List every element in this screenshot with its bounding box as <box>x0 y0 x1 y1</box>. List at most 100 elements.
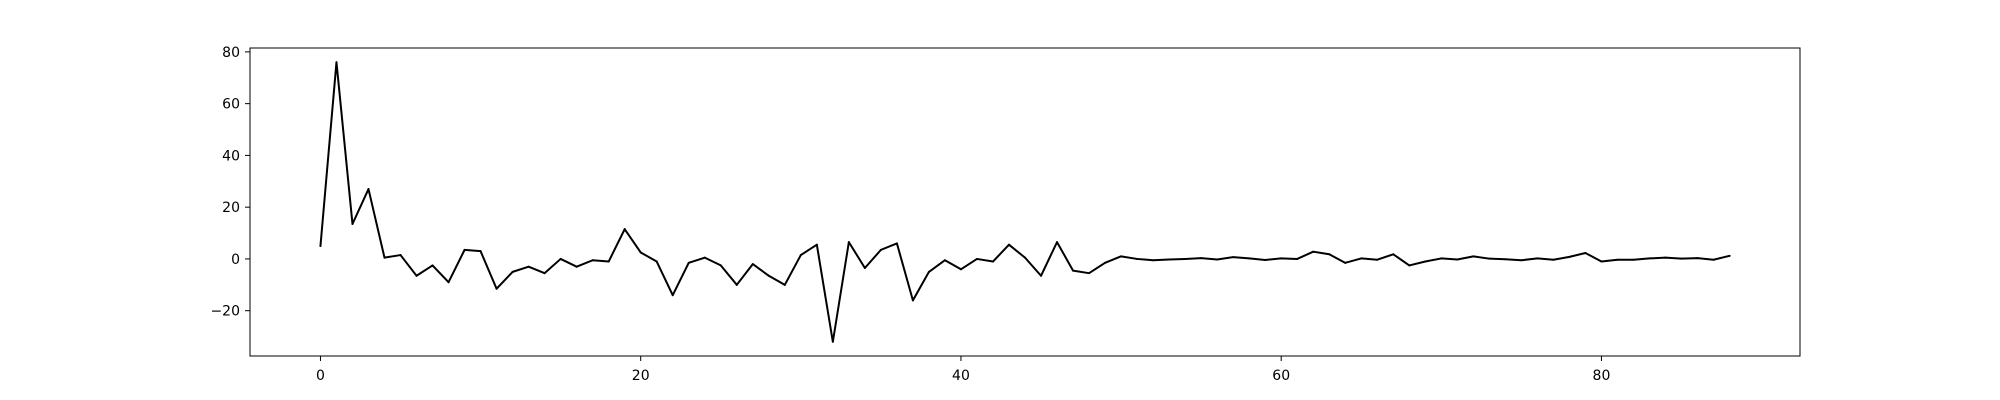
data-point <box>831 340 834 343</box>
data-point <box>847 241 850 244</box>
data-point <box>1312 250 1315 253</box>
data-point <box>1600 260 1603 263</box>
plot-area <box>250 48 1800 356</box>
data-point <box>1696 257 1699 260</box>
data-point <box>815 243 818 246</box>
data-point <box>1184 257 1187 260</box>
data-point <box>335 61 338 64</box>
data-point <box>1456 258 1459 261</box>
data-point <box>1440 257 1443 260</box>
data-point <box>1104 261 1107 264</box>
x-tick-label: 40 <box>952 368 970 384</box>
y-tick-label: 60 <box>222 97 240 113</box>
data-point <box>863 267 866 269</box>
data-point <box>1248 257 1251 260</box>
data-point <box>1376 258 1379 261</box>
data-point <box>735 283 738 286</box>
data-point <box>1344 261 1347 264</box>
x-tick-label: 20 <box>632 368 650 384</box>
data-point <box>1056 241 1059 244</box>
data-point <box>399 254 402 257</box>
data-point <box>639 251 642 254</box>
data-point <box>575 265 578 268</box>
data-point <box>383 256 386 259</box>
data-point <box>1648 257 1651 260</box>
y-tick-label: 40 <box>222 148 240 164</box>
data-point <box>1568 255 1571 258</box>
data-point <box>607 260 610 263</box>
data-point <box>975 257 978 260</box>
data-point <box>527 265 530 268</box>
data-point <box>1007 243 1010 246</box>
data-point <box>431 264 434 267</box>
data-point <box>1168 258 1171 261</box>
data-point <box>1072 269 1075 272</box>
data-point <box>687 261 690 264</box>
data-point <box>495 287 498 290</box>
data-point <box>1152 259 1155 262</box>
data-point <box>1616 258 1619 261</box>
data-point <box>1216 258 1219 261</box>
data-point <box>1488 257 1491 260</box>
data-point <box>351 223 354 225</box>
data-point <box>1024 256 1026 259</box>
data-point <box>1424 260 1427 263</box>
data-point <box>623 228 626 231</box>
data-point <box>1712 258 1715 261</box>
data-point <box>703 256 706 259</box>
data-point <box>879 248 882 251</box>
data-point <box>1136 257 1139 260</box>
data-point <box>655 260 658 263</box>
y-tick-label: −20 <box>210 304 240 320</box>
data-point <box>1504 258 1507 261</box>
data-point <box>1264 258 1267 261</box>
data-point <box>1328 253 1331 256</box>
data-point <box>447 281 450 284</box>
x-tick-label: 80 <box>1593 368 1611 384</box>
plot-frame <box>249 47 1801 357</box>
data-point <box>1280 257 1283 260</box>
data-point <box>479 250 482 253</box>
data-point <box>751 263 754 266</box>
data-point <box>767 274 770 277</box>
data-point <box>911 299 914 302</box>
data-point <box>1200 257 1203 260</box>
ticks-layer: 0 20 40 60 80 −20 0 20 40 60 80 <box>210 45 1610 384</box>
data-point <box>1360 257 1363 260</box>
data-point <box>319 245 322 247</box>
data-point <box>943 259 946 262</box>
data-point <box>543 272 546 275</box>
data-point <box>1632 258 1635 261</box>
data-point <box>1584 251 1587 254</box>
data-point <box>799 254 802 257</box>
data-point <box>1728 254 1731 257</box>
data-point <box>1520 259 1523 262</box>
data-point <box>1296 257 1299 260</box>
data-point <box>1120 255 1123 258</box>
data-point <box>1552 258 1555 261</box>
data-point <box>783 283 786 286</box>
y-tick-label: 0 <box>231 252 240 268</box>
data-point <box>415 274 418 277</box>
data-point <box>1472 255 1475 258</box>
data-point <box>895 242 898 245</box>
y-tick-label: 20 <box>222 200 240 216</box>
data-point <box>591 259 594 262</box>
data-point <box>1408 264 1411 267</box>
data-point <box>1680 257 1683 260</box>
data-point <box>559 257 562 260</box>
x-tick-label: 0 <box>316 368 325 384</box>
data-point <box>1040 274 1043 277</box>
y-tick-label: 80 <box>222 45 240 61</box>
data-point <box>991 260 994 263</box>
data-point <box>1664 256 1667 259</box>
series-layer <box>319 61 1731 343</box>
data-point <box>1392 253 1395 256</box>
data-point <box>367 188 370 191</box>
data-point <box>671 294 674 297</box>
data-point <box>1536 257 1539 260</box>
data-point <box>959 268 962 271</box>
data-point <box>719 264 722 267</box>
